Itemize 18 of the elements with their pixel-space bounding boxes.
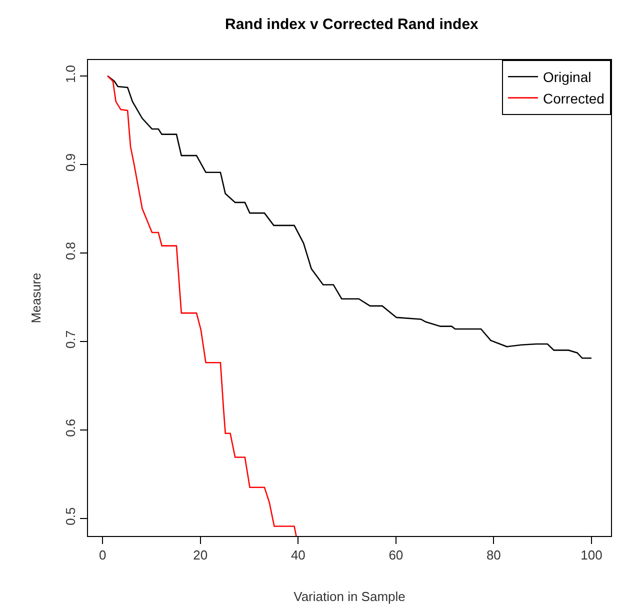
- legend-label: Original: [543, 69, 592, 86]
- chart-title: Rand index v Corrected Rand index: [224, 16, 480, 33]
- x-tick-label: 100: [580, 548, 602, 563]
- x-tick-label: 0: [99, 548, 106, 563]
- y-tick-label: 0.9: [62, 153, 78, 172]
- y-tick-label: 0.7: [62, 330, 78, 348]
- x-axis-title: Variation in Sample: [294, 589, 406, 604]
- y-tick-label: 1.0: [62, 64, 78, 84]
- y-tick-label: 0.6: [62, 418, 78, 437]
- x-tick-label: 80: [486, 548, 501, 563]
- legend-label: Corrected: [543, 90, 604, 106]
- y-axis-title: Measure: [28, 272, 44, 324]
- x-tick-label: 40: [290, 548, 306, 563]
- x-tick-label: 60: [388, 548, 404, 563]
- y-tick-label: 0.5: [62, 507, 78, 526]
- x-tick-label: 20: [193, 548, 208, 563]
- y-tick-label: 0.8: [62, 242, 78, 260]
- line-series: [106, 75, 297, 536]
